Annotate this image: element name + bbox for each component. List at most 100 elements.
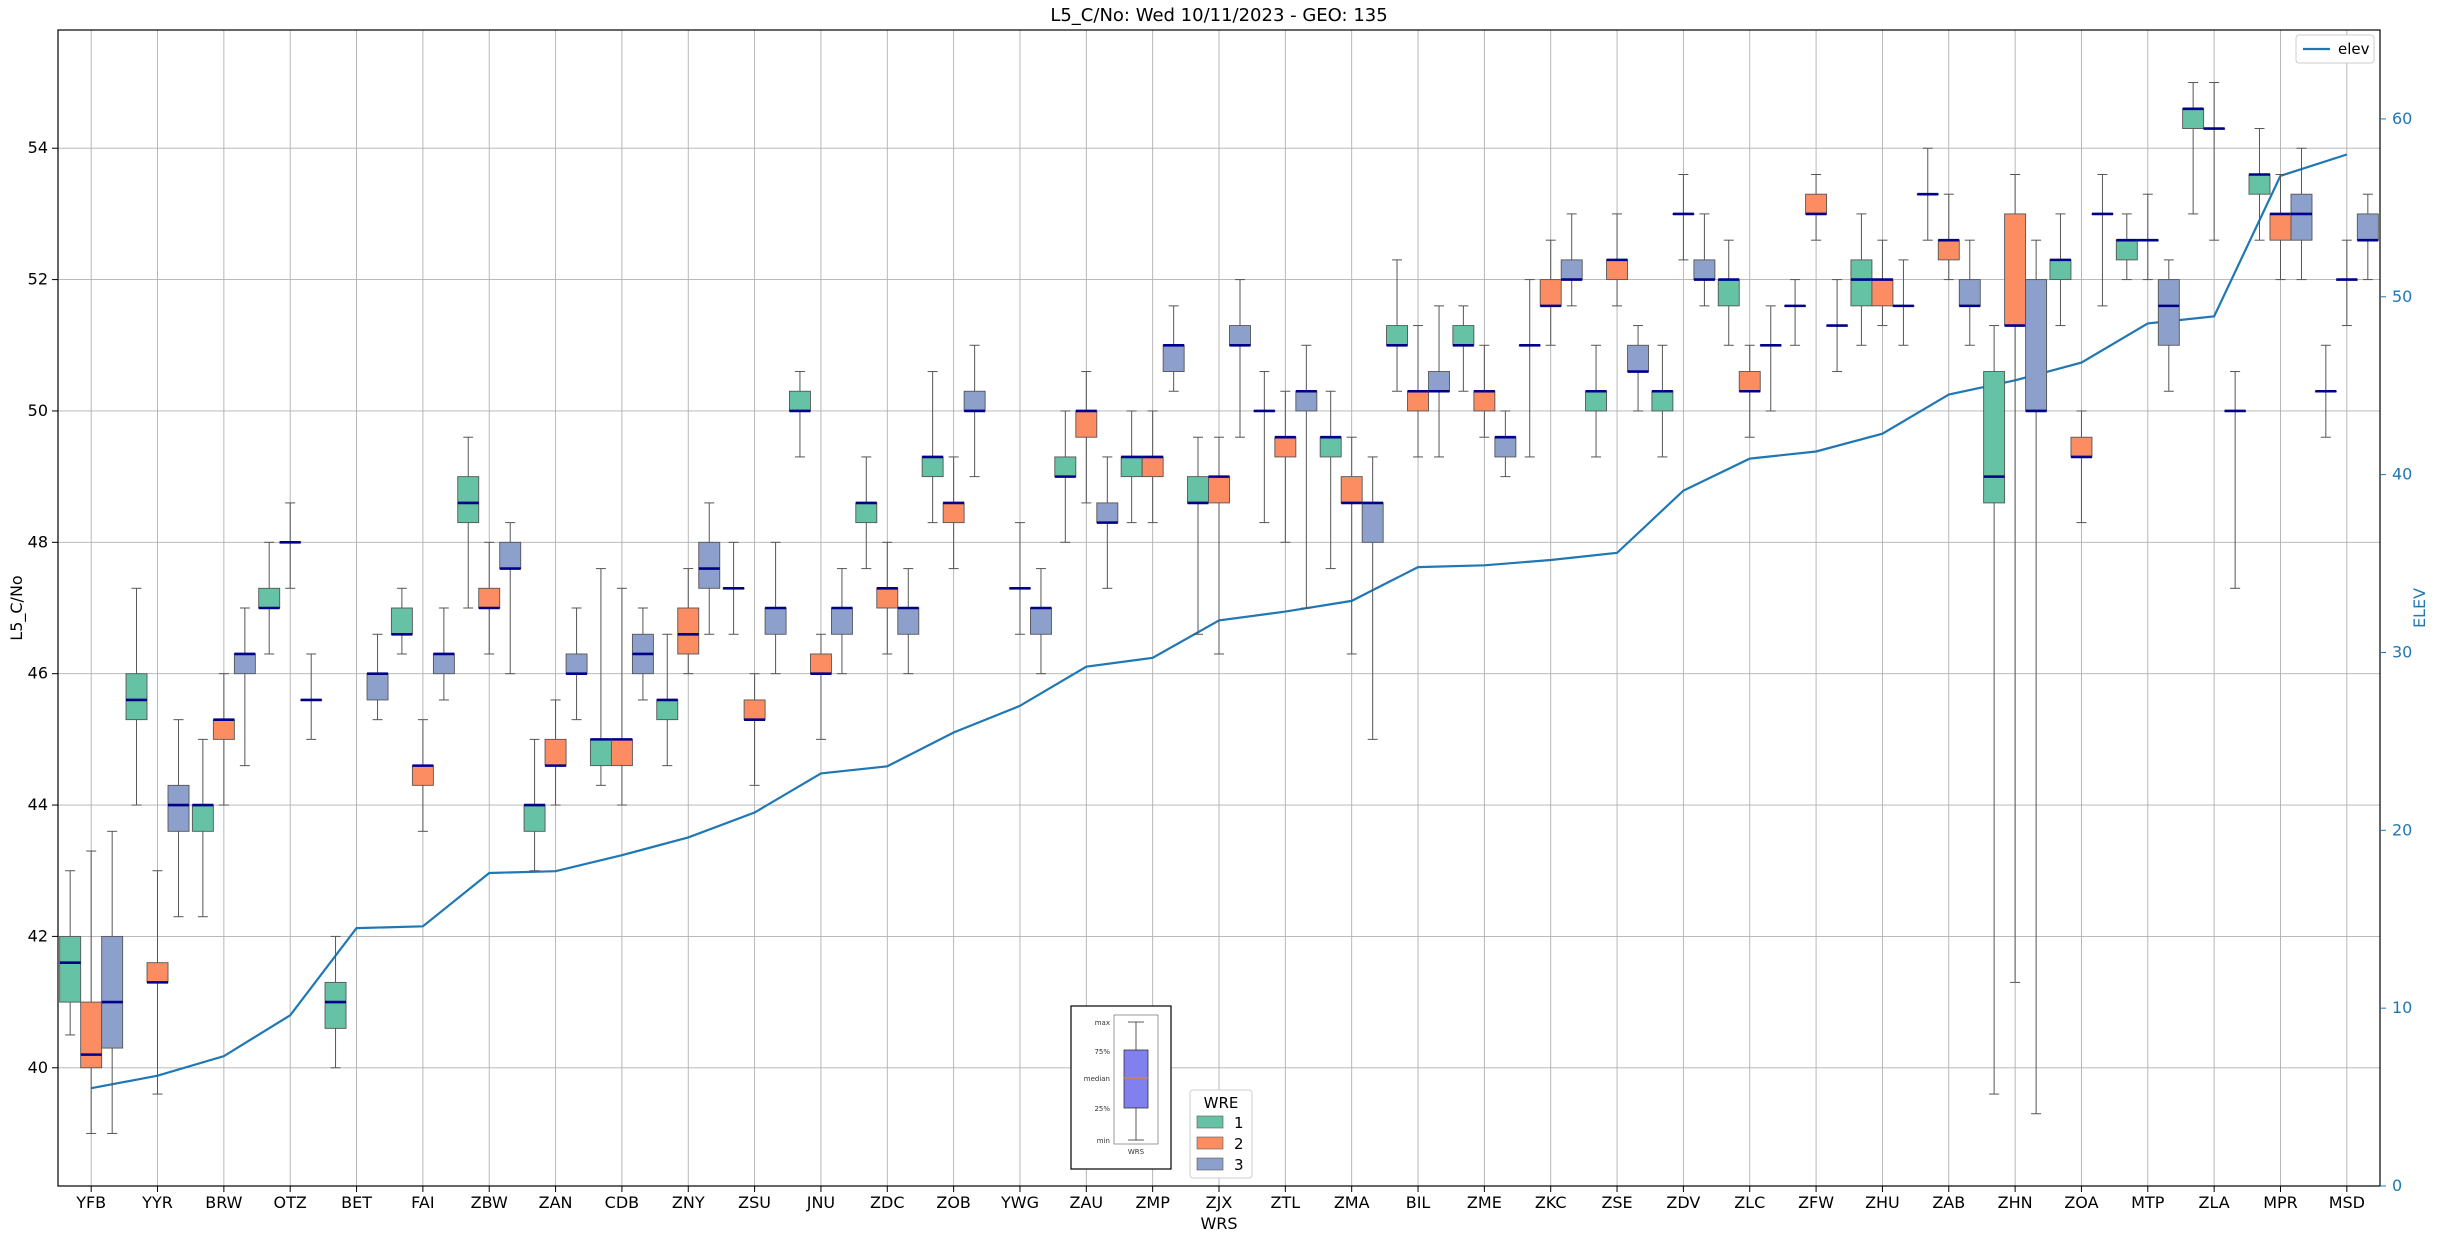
box-ZTL-2 bbox=[1274, 390, 1297, 543]
x-tick-YWG: YWG bbox=[1000, 1193, 1039, 1212]
inset-label-min: min bbox=[1097, 1137, 1110, 1145]
wre-legend-title: WRE bbox=[1204, 1094, 1239, 1112]
box-YYR-3 bbox=[167, 719, 190, 918]
box-BET-1 bbox=[324, 935, 347, 1069]
x-tick-ZOB: ZOB bbox=[936, 1193, 971, 1212]
box-ZFW-3 bbox=[1826, 279, 1849, 373]
box-ZBW-1 bbox=[457, 436, 480, 609]
box-iqr bbox=[478, 587, 501, 609]
box-MTP-3 bbox=[2157, 259, 2180, 392]
x-tick-YYR: YYR bbox=[141, 1193, 173, 1212]
box-YFB-3 bbox=[101, 830, 124, 1134]
x-tick-ZDV: ZDV bbox=[1666, 1193, 1700, 1212]
box-iqr bbox=[2182, 108, 2205, 129]
box-ZDV-2 bbox=[1672, 174, 1695, 261]
box-ZKC-3 bbox=[1560, 213, 1583, 307]
legend-swatch-3 bbox=[1196, 1157, 1224, 1171]
box-FAI-2 bbox=[411, 719, 434, 832]
box-iqr bbox=[809, 653, 832, 675]
box-ZJX-3 bbox=[1229, 279, 1251, 438]
box-YWG-2 bbox=[1009, 522, 1031, 635]
inset-label-q1: 25% bbox=[1094, 1105, 1110, 1113]
box-ZMP-2 bbox=[1141, 410, 1164, 524]
x-tick-ZSE: ZSE bbox=[1601, 1193, 1632, 1212]
x-tick-MTP: MTP bbox=[2131, 1193, 2165, 1212]
box-ZAB-3 bbox=[1958, 239, 1981, 346]
box-iqr bbox=[2356, 213, 2379, 241]
x-tick-BET: BET bbox=[341, 1193, 372, 1212]
legend-swatch-1 bbox=[1196, 1115, 1224, 1129]
box-iqr bbox=[59, 935, 82, 1003]
box-JNU-3 bbox=[830, 568, 853, 675]
box-iqr bbox=[1407, 390, 1429, 412]
y-tick-42: 42 bbox=[28, 926, 48, 945]
box-BIL-1 bbox=[1386, 259, 1408, 392]
box-iqr bbox=[1585, 390, 1608, 412]
box-iqr bbox=[1096, 502, 1119, 524]
box-iqr bbox=[101, 935, 124, 1049]
x-tick-MSD: MSD bbox=[2329, 1193, 2365, 1212]
box-iqr bbox=[2115, 239, 2138, 261]
box-iqr bbox=[1428, 371, 1450, 392]
x-tick-ZBW: ZBW bbox=[471, 1193, 508, 1212]
box-iqr bbox=[544, 738, 567, 767]
box-BET-3 bbox=[366, 633, 389, 721]
box-ZME-3 bbox=[1494, 410, 1517, 478]
y-tick-50: 50 bbox=[28, 401, 48, 420]
x-tick-OTZ: OTZ bbox=[274, 1193, 307, 1212]
box-ZLA-1 bbox=[2182, 82, 2205, 215]
y-tick-48: 48 bbox=[28, 532, 48, 551]
box-iqr bbox=[212, 719, 235, 740]
box-MSD-1 bbox=[2314, 344, 2337, 438]
box-ZTL-1 bbox=[1253, 371, 1276, 524]
box-ZDC-2 bbox=[876, 541, 899, 655]
box-iqr bbox=[1805, 193, 1828, 215]
box-iqr bbox=[432, 653, 455, 675]
box-iqr bbox=[324, 981, 347, 1029]
box-MTP-2 bbox=[2136, 193, 2159, 281]
box-ZOB-1 bbox=[921, 371, 944, 524]
box-iqr bbox=[2290, 193, 2313, 241]
box-ZAN-3 bbox=[565, 607, 588, 721]
box-ZOB-3 bbox=[963, 344, 986, 478]
box-ZMA-1 bbox=[1319, 390, 1342, 570]
x-axis-label: WRS bbox=[1200, 1214, 1237, 1233]
box-iqr bbox=[1651, 390, 1674, 412]
box-YFB-1 bbox=[59, 870, 82, 1036]
box-iqr bbox=[191, 804, 214, 832]
chart-title: L5_C/No: Wed 10/11/2023 - GEO: 135 bbox=[1050, 5, 1387, 26]
box-ZAU-2 bbox=[1075, 371, 1098, 504]
box-iqr bbox=[1539, 279, 1562, 307]
box-BRW-1 bbox=[191, 738, 214, 918]
y-tick-54: 54 bbox=[28, 138, 48, 157]
box-iqr bbox=[167, 784, 190, 832]
box-ZFW-1 bbox=[1784, 279, 1807, 346]
box-MSD-2 bbox=[2335, 239, 2358, 327]
box-iqr bbox=[146, 962, 169, 983]
box-ZLC-1 bbox=[1717, 239, 1740, 346]
box-iqr bbox=[80, 1001, 103, 1069]
box-BRW-2 bbox=[212, 673, 235, 806]
box-ZDV-1 bbox=[1651, 344, 1674, 458]
box-ZBW-2 bbox=[478, 541, 501, 655]
box-iqr bbox=[1361, 502, 1384, 543]
box-FAI-3 bbox=[432, 607, 455, 701]
box-iqr bbox=[1340, 476, 1363, 504]
box-iqr bbox=[1141, 456, 1164, 478]
box-iqr bbox=[390, 607, 413, 635]
x-tick-ZOA: ZOA bbox=[2064, 1193, 2098, 1212]
elev-legend: elev bbox=[2295, 34, 2375, 64]
box-ZAN-1 bbox=[523, 738, 546, 872]
box-ZSE-2 bbox=[1606, 213, 1629, 307]
box-iqr bbox=[1054, 456, 1077, 478]
legend-label-3: 3 bbox=[1234, 1156, 1244, 1174]
x-tick-ZMP: ZMP bbox=[1135, 1193, 1170, 1212]
x-tick-ZAN: ZAN bbox=[539, 1193, 573, 1212]
box-iqr bbox=[1606, 259, 1629, 281]
box-ZHU-2 bbox=[1871, 239, 1894, 327]
box-iqr bbox=[788, 390, 811, 412]
y-tick-44: 44 bbox=[28, 795, 48, 814]
box-iqr bbox=[1452, 325, 1475, 346]
box-iqr bbox=[589, 738, 612, 767]
box-MPR-1 bbox=[2248, 128, 2271, 241]
